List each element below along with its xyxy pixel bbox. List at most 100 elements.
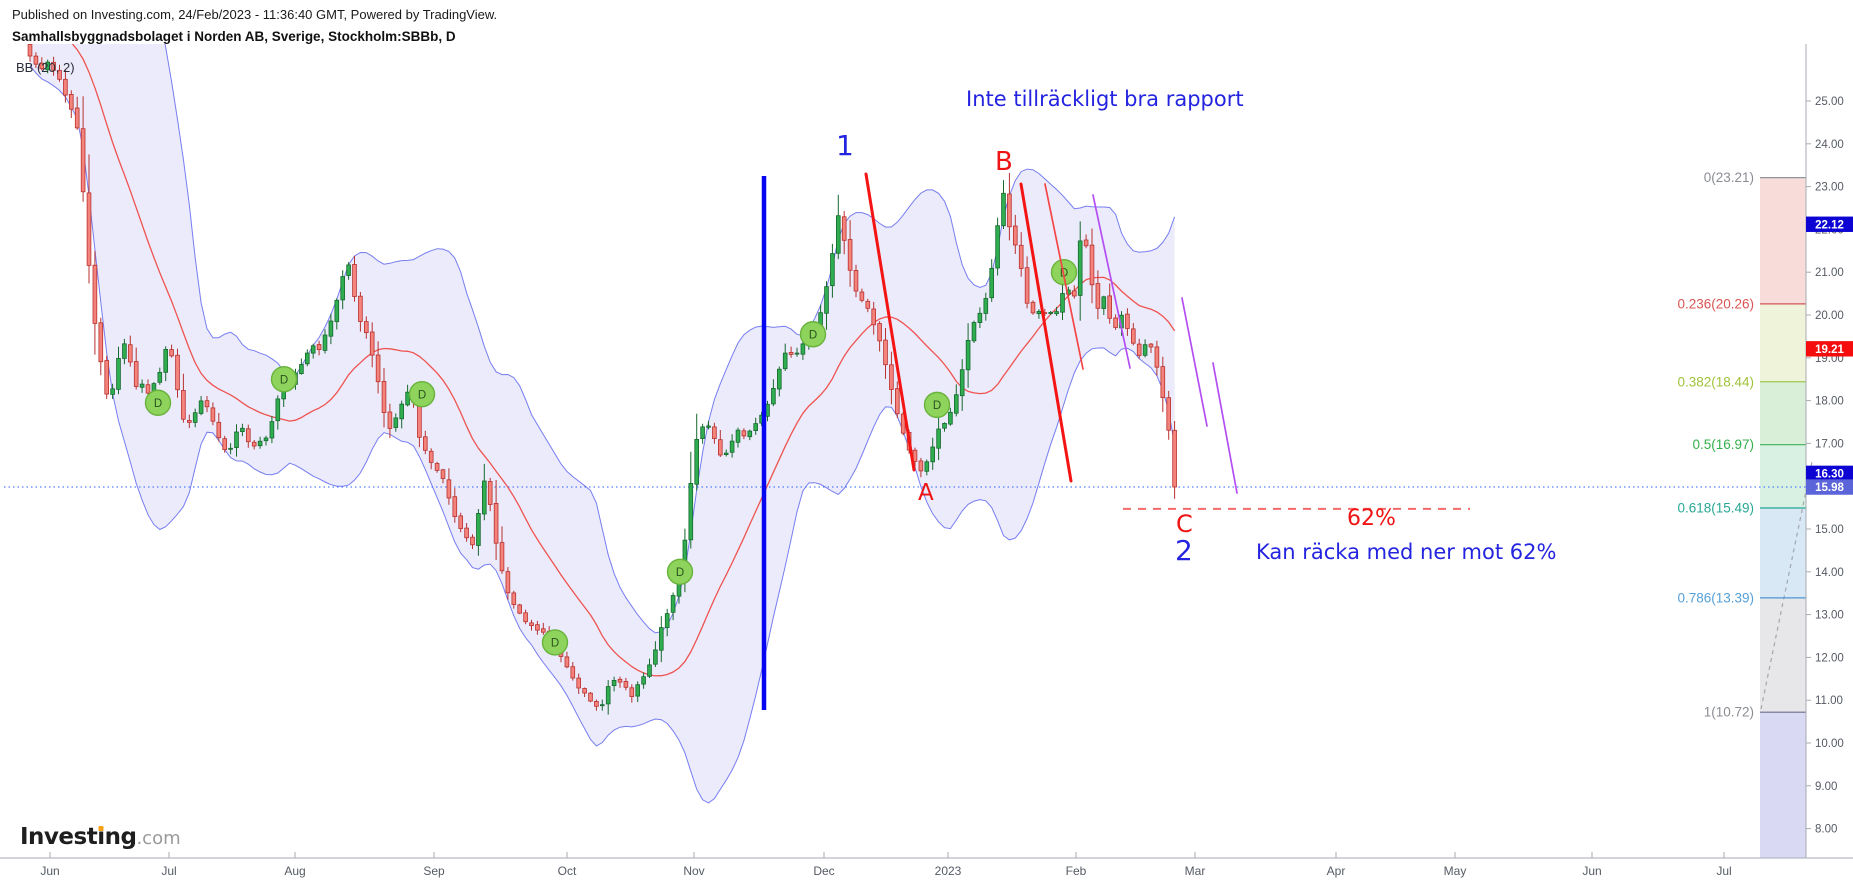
candle <box>741 430 747 437</box>
candle <box>800 343 806 355</box>
candle <box>1007 193 1012 228</box>
candle <box>735 429 741 443</box>
fib-band <box>1760 508 1806 598</box>
candle <box>1154 346 1160 368</box>
candle <box>977 312 983 323</box>
dividend-marker-icon <box>799 321 827 348</box>
candle <box>352 263 357 297</box>
candle <box>983 298 989 314</box>
price-tick-label: 12.00 <box>1815 652 1844 664</box>
candle <box>417 402 422 438</box>
candle <box>86 192 92 266</box>
fib-level-label: 0(23.21) <box>1704 170 1754 185</box>
investing-logo: Investı ng.com <box>20 824 181 850</box>
time-tick-label: Oct <box>558 864 577 878</box>
fibonacci-retracement-zone: 0(23.21) 0.236(20.26) 0.382(18.44) 0.5(16.9… <box>1677 170 1813 858</box>
candle <box>718 439 723 456</box>
candle <box>617 678 623 683</box>
price-tick-label: 24.00 <box>1815 139 1844 151</box>
candle <box>1125 313 1130 329</box>
candle <box>511 592 517 605</box>
candle <box>889 364 894 390</box>
trend-line <box>864 172 916 472</box>
bollinger-middle-sma <box>71 44 1176 677</box>
dividend-marker-letter: D <box>418 389 426 401</box>
candle <box>936 428 941 449</box>
candle <box>942 422 947 429</box>
candle <box>186 419 192 423</box>
candle <box>688 482 694 541</box>
candle <box>700 426 705 439</box>
trend-line <box>1044 183 1084 370</box>
candle <box>116 357 121 390</box>
candle <box>74 107 80 129</box>
time-tick-label: Aug <box>284 864 305 878</box>
candle <box>706 425 711 428</box>
candle <box>1077 240 1083 296</box>
candle <box>440 469 446 479</box>
candle <box>422 436 428 451</box>
candle <box>346 264 351 276</box>
candle <box>895 388 900 415</box>
candle <box>877 323 882 342</box>
candle <box>570 666 576 679</box>
candles-layer <box>27 44 1177 715</box>
price-badge <box>1806 341 1853 357</box>
dividend-marker-letter: D <box>154 398 162 410</box>
candle <box>629 687 635 697</box>
dividend-marker-letter: D <box>676 567 684 579</box>
candle <box>464 527 469 539</box>
candle <box>623 681 629 688</box>
candle <box>263 437 269 442</box>
axes: 25.0024.0023.0022.0021.0020.0019.0018.00… <box>0 44 1853 878</box>
time-tick-label: Apr <box>1327 864 1346 878</box>
price-badge <box>1806 479 1853 495</box>
candle <box>452 496 458 518</box>
candle <box>924 461 930 472</box>
fib-level-label: 0.5(16.97) <box>1692 437 1754 452</box>
candle <box>1148 343 1154 348</box>
candle <box>216 421 222 439</box>
candle <box>251 441 257 447</box>
candle <box>310 345 316 354</box>
investing-logo-wordmark: Investı ng <box>20 824 137 850</box>
annotation-wave-b: B <box>995 147 1013 177</box>
candle <box>517 604 522 614</box>
fib-level-label: 0.618(15.49) <box>1677 501 1754 516</box>
instrument-title: Samhallsbyggnadsbolaget i Norden AB, Sve… <box>12 29 456 44</box>
candle <box>334 299 340 323</box>
candle <box>1101 296 1107 309</box>
candle <box>1036 310 1042 315</box>
candle <box>918 460 924 472</box>
published-line: Published on Investing.com, 24/Feb/2023 … <box>12 7 498 22</box>
candle <box>1172 429 1177 488</box>
candle <box>27 44 33 57</box>
candle <box>487 481 493 505</box>
fib-level-label: 0.786(13.39) <box>1677 590 1754 605</box>
candle <box>446 479 452 499</box>
candle <box>635 684 640 697</box>
price-tick-label: 20.00 <box>1815 310 1844 322</box>
candle <box>1083 239 1089 247</box>
price-tick-label: 14.00 <box>1815 567 1844 579</box>
candle <box>505 571 511 594</box>
candle <box>145 384 151 394</box>
candle <box>458 515 463 529</box>
candle <box>275 398 281 422</box>
candle <box>723 452 729 456</box>
candle <box>659 627 664 651</box>
price-tick-label: 21.00 <box>1815 267 1844 279</box>
candle <box>959 369 965 397</box>
dividend-marker-icon <box>144 389 172 416</box>
trend-line <box>1212 362 1238 494</box>
candle <box>1030 301 1036 314</box>
candle <box>853 269 859 292</box>
price-tick-label: 23.00 <box>1815 182 1844 194</box>
candle <box>600 704 605 707</box>
candle <box>841 216 847 241</box>
price-badge <box>1806 216 1853 232</box>
candle <box>836 215 841 254</box>
candle <box>139 383 145 388</box>
